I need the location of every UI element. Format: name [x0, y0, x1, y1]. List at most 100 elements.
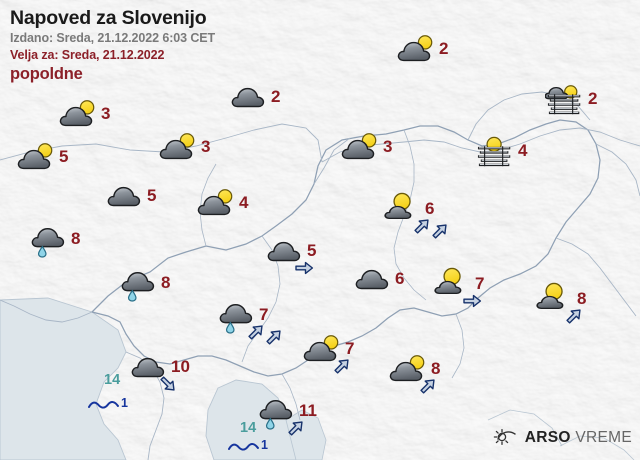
part-of-day-label: popoldne [10, 65, 83, 83]
wave-height-value: 1 [261, 438, 268, 452]
temperature-value: 5 [147, 186, 157, 205]
wave-icon [88, 401, 119, 409]
wind-group [418, 376, 438, 401]
cloudy-icon [131, 357, 165, 378]
temperature-value: 11 [299, 401, 317, 420]
wind-group [462, 291, 482, 316]
wind-group [412, 216, 452, 241]
mostly-sunny-icon [434, 267, 462, 294]
partly-cloudy-icon [59, 100, 95, 127]
wind-group [294, 258, 314, 283]
wind-arrow-e-icon [463, 294, 482, 308]
rain-icon [259, 400, 293, 430]
border-at-it [313, 137, 351, 185]
station-icon [28, 220, 70, 263]
station-icon [534, 280, 576, 323]
logo-light: VREME [575, 429, 632, 446]
temperature-value: 2 [588, 89, 598, 108]
temperature-value: 8 [71, 229, 81, 248]
station-icon [256, 392, 298, 435]
station-icon [340, 128, 382, 171]
cloudy-icon [107, 186, 141, 207]
station-icon [196, 184, 238, 227]
mostly-sunny-icon [536, 282, 564, 309]
station-icon [302, 330, 344, 373]
station-icon [382, 190, 424, 233]
partly-cloudy-icon [397, 35, 433, 62]
arso-logo[interactable]: ARSO VREME [493, 426, 632, 450]
rain-icon [219, 304, 253, 334]
wind-group [332, 356, 352, 381]
cloudy-icon [355, 269, 389, 290]
station-icon [352, 260, 394, 303]
station-icon [118, 264, 160, 307]
partly-cloudy-icon [197, 189, 233, 216]
temperature-value: 2 [271, 87, 281, 106]
temperature-value: 10 [171, 357, 190, 376]
border-croatia-east [555, 237, 637, 317]
valid-for-date: Velja za: Sreda, 21.12.2022 [10, 48, 165, 62]
wind-group [564, 306, 584, 331]
station-icon [396, 30, 438, 73]
wind-arrow-ne-icon [334, 359, 349, 374]
fog-sun-icon [477, 136, 511, 167]
issued-timestamp: Izdano: Sreda, 21.12.2022 6:03 CET [10, 31, 216, 45]
wave-icon [228, 443, 259, 451]
temperature-value: 6 [395, 269, 405, 288]
temperature-value: 7 [345, 339, 355, 358]
wind-group [286, 418, 306, 443]
fog-cloud-sun-icon [544, 85, 581, 115]
coast-italy [0, 299, 93, 323]
logo-cloud-line-2 [559, 435, 635, 460]
wind-arrow-e-icon [295, 261, 314, 275]
temperature-value: 4 [239, 193, 249, 212]
temperature-value: 5 [59, 147, 69, 166]
border-north [0, 123, 323, 163]
page-title: Napoved za Slovenijo [10, 7, 207, 29]
wave-height-group: 1 [88, 396, 128, 416]
wind-arrow-ne-icon [566, 309, 581, 324]
temperature-value: 8 [577, 289, 587, 308]
station-icon [388, 350, 430, 393]
temperature-value: 8 [431, 359, 441, 378]
sea-temperature: 14 [240, 420, 257, 436]
partly-cloudy-icon [341, 133, 377, 160]
station-icon [104, 177, 146, 220]
temperature-value: 7 [475, 274, 485, 293]
station-icon [158, 128, 200, 171]
temperature-value: 3 [201, 137, 211, 156]
cloudy-icon [267, 241, 301, 262]
station-icon [475, 132, 517, 175]
wind-arrow-ne-icon [266, 330, 281, 345]
station-icon [228, 78, 270, 121]
station-icon [128, 348, 170, 391]
wind-arrow-ne-icon [420, 379, 435, 394]
station-icon [432, 265, 474, 308]
temperature-value: 6 [425, 199, 435, 218]
sun-behind-cloud-icon [493, 428, 516, 446]
temperature-value: 2 [439, 39, 449, 58]
border-east [595, 143, 640, 197]
station-icon [216, 296, 258, 339]
station-icon [264, 232, 306, 275]
temperature-value: 3 [383, 137, 393, 156]
wind-group [246, 322, 286, 347]
station-icon [58, 95, 100, 138]
temperature-value: 4 [518, 141, 528, 160]
partly-cloudy-icon [303, 335, 339, 362]
wind-arrow-ne-icon [288, 421, 303, 436]
logo-text: ARSO VREME [525, 429, 632, 447]
sea-temperature: 14 [104, 372, 121, 388]
logo-cloud-line [487, 409, 563, 447]
wave-height-value: 1 [121, 396, 128, 410]
slovenia-border [90, 119, 601, 377]
partly-cloudy-icon [17, 143, 53, 170]
cloudy-icon [231, 87, 265, 108]
temperature-value: 8 [161, 273, 171, 292]
temperature-value: 5 [307, 241, 317, 260]
wind-arrow-ne-icon [414, 219, 429, 234]
coast-istria-east [281, 373, 301, 421]
rain-icon [121, 272, 155, 302]
wave-height-group: 1 [228, 438, 268, 458]
